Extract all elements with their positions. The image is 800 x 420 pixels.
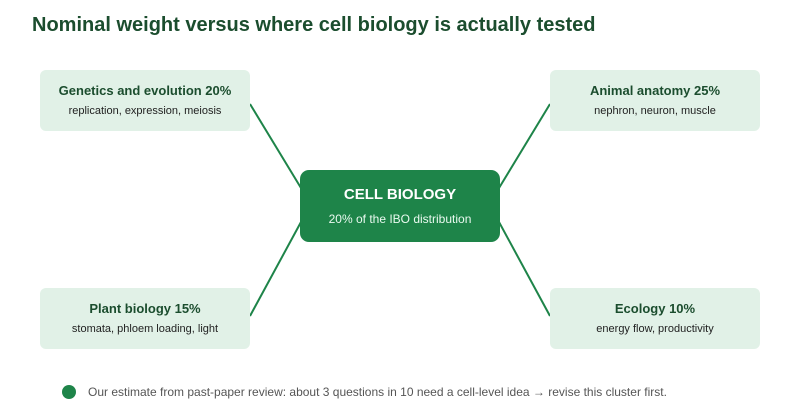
center-node-cell-biology: CELL BIOLOGY 20% of the IBO distribution <box>300 170 500 242</box>
node-title: Animal anatomy 25% <box>589 83 721 98</box>
footer-note: Our estimate from past-paper review: abo… <box>62 384 667 400</box>
footer-text: Our estimate from past-paper review: abo… <box>88 385 667 399</box>
connector-animal <box>498 103 551 189</box>
node-genetics-evolution: Genetics and evolution 20% replication, … <box>40 70 250 131</box>
bullet-dot-icon <box>62 385 76 399</box>
connector-genetics <box>249 103 302 189</box>
node-title: Genetics and evolution 20% <box>58 83 232 98</box>
node-subtitle: stomata, phloem loading, light <box>71 323 219 335</box>
node-animal-anatomy: Animal anatomy 25% nephron, neuron, musc… <box>550 70 760 131</box>
center-title: CELL BIOLOGY <box>343 186 457 203</box>
connector-ecology <box>498 221 551 317</box>
node-title: Ecology 10% <box>614 301 696 316</box>
connector-plant <box>249 221 302 317</box>
node-title: Plant biology 15% <box>89 301 201 316</box>
node-ecology: Ecology 10% energy flow, productivity <box>550 288 760 349</box>
node-subtitle: nephron, neuron, muscle <box>594 105 716 117</box>
node-plant-biology: Plant biology 15% stomata, phloem loadin… <box>40 288 250 349</box>
center-subtitle: 20% of the IBO distribution <box>328 212 472 226</box>
node-subtitle: replication, expression, meiosis <box>68 105 222 117</box>
node-subtitle: energy flow, productivity <box>596 323 714 335</box>
page-title: Nominal weight versus where cell biology… <box>32 14 596 36</box>
